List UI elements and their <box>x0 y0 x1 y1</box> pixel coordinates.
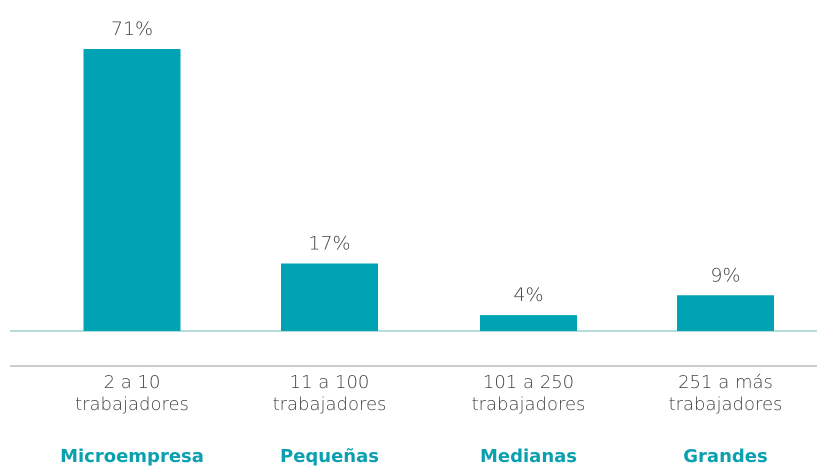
group-label: Medianas <box>480 446 577 467</box>
data-label: 17% <box>308 232 350 254</box>
bar <box>281 263 378 331</box>
x-tick-label: 101 a 250 trabajadores <box>471 372 586 415</box>
data-label: 9% <box>710 264 740 286</box>
bar <box>677 295 774 331</box>
group-label: Pequeñas <box>280 446 379 467</box>
data-label: 71% <box>111 18 153 40</box>
data-label: 4% <box>513 284 543 306</box>
group-label: Grandes <box>683 446 768 467</box>
x-tick-label: 251 a más trabajadores <box>668 372 783 415</box>
bar <box>83 49 181 331</box>
bar <box>480 315 577 331</box>
x-tick-label: 11 a 100 trabajadores <box>272 372 387 415</box>
x-tick-label: 2 a 10 trabajadores <box>75 372 189 415</box>
group-label: Microempresa <box>60 446 204 467</box>
